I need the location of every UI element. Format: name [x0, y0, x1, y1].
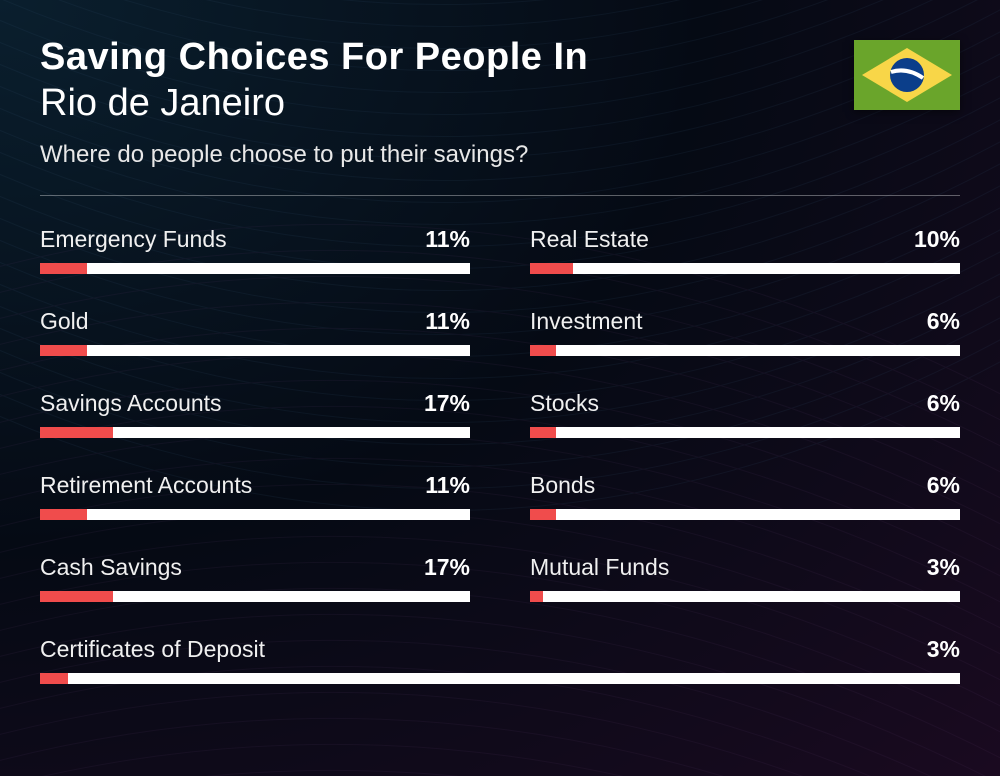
bar-label: Savings Accounts [40, 390, 222, 417]
header: Saving Choices For People In Rio de Jane… [40, 36, 960, 169]
bar-track [530, 509, 960, 520]
bar-item: Savings Accounts 17% [40, 390, 470, 438]
bar-value: 11% [425, 472, 470, 499]
bar-value: 17% [424, 390, 470, 417]
bar-label: Real Estate [530, 226, 649, 253]
bar-value: 3% [927, 636, 960, 663]
bar-item: Emergency Funds 11% [40, 226, 470, 274]
bar-track [530, 591, 960, 602]
bar-fill [40, 345, 87, 356]
bar-item-head: Mutual Funds 3% [530, 554, 960, 581]
infographic-content: Saving Choices For People In Rio de Jane… [40, 36, 960, 684]
bar-track [530, 263, 960, 274]
bar-item: Investment 6% [530, 308, 960, 356]
bar-item-head: Cash Savings 17% [40, 554, 470, 581]
title-bold: Saving Choices For People In [40, 36, 854, 80]
bar-item: Gold 11% [40, 308, 470, 356]
bar-item: Certificates of Deposit 3% [40, 636, 960, 684]
bar-track [40, 673, 960, 684]
bar-label: Retirement Accounts [40, 472, 252, 499]
bar-track [530, 345, 960, 356]
bar-value: 11% [425, 226, 470, 253]
bar-item: Mutual Funds 3% [530, 554, 960, 602]
bar-item: Bonds 6% [530, 472, 960, 520]
bar-fill [530, 263, 573, 274]
bar-track [40, 345, 470, 356]
bar-fill [530, 345, 556, 356]
bar-fill [40, 263, 87, 274]
bar-value: 6% [927, 390, 960, 417]
bar-value: 6% [927, 308, 960, 335]
bar-fill [40, 427, 113, 438]
bar-label: Stocks [530, 390, 599, 417]
bar-fill [530, 427, 556, 438]
bar-fill [530, 591, 543, 602]
bar-label: Investment [530, 308, 643, 335]
bar-item: Retirement Accounts 11% [40, 472, 470, 520]
title-light: Rio de Janeiro [40, 82, 854, 126]
title-block: Saving Choices For People In Rio de Jane… [40, 36, 854, 169]
bar-item-head: Real Estate 10% [530, 226, 960, 253]
bars-grid: Emergency Funds 11% Real Estate 10% Gold… [40, 226, 960, 684]
bar-label: Mutual Funds [530, 554, 669, 581]
bar-track [40, 263, 470, 274]
bar-item-head: Gold 11% [40, 308, 470, 335]
bar-fill [40, 673, 68, 684]
bar-value: 6% [927, 472, 960, 499]
bar-label: Bonds [530, 472, 595, 499]
brazil-flag-icon [854, 40, 960, 110]
bar-value: 11% [425, 308, 470, 335]
divider [40, 195, 960, 196]
bar-item: Real Estate 10% [530, 226, 960, 274]
bar-item-head: Retirement Accounts 11% [40, 472, 470, 499]
bar-item-head: Investment 6% [530, 308, 960, 335]
bar-item-head: Certificates of Deposit 3% [40, 636, 960, 663]
subtitle: Where do people choose to put their savi… [40, 141, 854, 169]
bar-label: Cash Savings [40, 554, 182, 581]
bar-value: 17% [424, 554, 470, 581]
bar-item-head: Emergency Funds 11% [40, 226, 470, 253]
bar-track [40, 591, 470, 602]
bar-label: Gold [40, 308, 89, 335]
bar-track [530, 427, 960, 438]
bar-label: Certificates of Deposit [40, 636, 265, 663]
bar-track [40, 509, 470, 520]
bar-item-head: Bonds 6% [530, 472, 960, 499]
bar-fill [530, 509, 556, 520]
bar-item-head: Stocks 6% [530, 390, 960, 417]
bar-value: 10% [914, 226, 960, 253]
bar-fill [40, 591, 113, 602]
bar-item: Cash Savings 17% [40, 554, 470, 602]
bar-track [40, 427, 470, 438]
bar-item-head: Savings Accounts 17% [40, 390, 470, 417]
bar-item: Stocks 6% [530, 390, 960, 438]
bar-label: Emergency Funds [40, 226, 227, 253]
bar-fill [40, 509, 87, 520]
bar-value: 3% [927, 554, 960, 581]
